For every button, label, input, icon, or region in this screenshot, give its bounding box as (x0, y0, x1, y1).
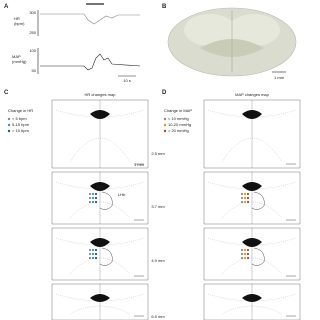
ventricle (90, 182, 110, 191)
ventricle (242, 110, 262, 119)
legend-entry: > 20 mmHg (168, 128, 189, 133)
stim-site (94, 192, 98, 196)
legend-entry: > 15 bpm (12, 128, 29, 133)
scale-label: 10 s (123, 78, 131, 83)
habenula (251, 191, 265, 210)
stim-site (91, 248, 95, 252)
habenula (251, 247, 265, 266)
scale-label: 1 mm (134, 162, 145, 167)
stim-site (246, 252, 250, 256)
stim-site (94, 200, 98, 204)
ventricle (90, 110, 110, 119)
stim-site (88, 200, 92, 204)
panel-title: HR changes map (85, 92, 117, 97)
legend-entry: 10-20 mmHg (168, 122, 191, 127)
annotation: 3V (92, 112, 97, 117)
legend-marker (7, 123, 11, 127)
brain-section-photo (167, 7, 297, 77)
panel-title: MAP changes map (235, 92, 269, 97)
legend-marker (163, 129, 167, 133)
stim-site (240, 200, 244, 204)
panel-label: B (162, 4, 167, 10)
depth-label: 6.5 mm (151, 314, 165, 319)
stim-site (243, 252, 247, 256)
stim-site (88, 196, 92, 200)
stim-site (94, 196, 98, 200)
ventricle (242, 182, 262, 191)
ventricle (242, 294, 262, 302)
legend-title: Change in HR (8, 108, 33, 113)
stim-site (91, 192, 95, 196)
stim-site (88, 252, 92, 256)
tick-label: 300 (29, 10, 36, 15)
stim-site (243, 200, 247, 204)
axis-label: MAP (mmHg) (12, 54, 27, 64)
stim-site (88, 248, 92, 252)
stim-site (240, 248, 244, 252)
tick-label: 50 (32, 68, 37, 73)
legend-marker (7, 129, 11, 133)
stim-site (243, 256, 247, 260)
stim-site (91, 196, 95, 200)
stim-site (91, 256, 95, 260)
ventricle (90, 294, 110, 302)
panel-label: D (162, 90, 167, 96)
legend-title: Change in MAP (164, 108, 192, 113)
ventricle (242, 238, 262, 247)
stim-site (246, 256, 250, 260)
stim-site (91, 252, 95, 256)
habenula (99, 247, 113, 266)
legend-marker (163, 123, 167, 127)
tick-label: 250 (29, 30, 36, 35)
stim-site (246, 248, 250, 252)
legend-entry: < 10 mmHg (168, 116, 189, 121)
stim-site (94, 252, 98, 256)
stim-site (94, 248, 98, 252)
ventricle (90, 238, 110, 247)
stim-site (240, 196, 244, 200)
annotation: MHb (96, 184, 105, 189)
annotation: LHb (118, 192, 126, 197)
axis-label: HR (bpm) (14, 16, 25, 26)
habenula (99, 191, 113, 210)
panel-label: A (4, 4, 9, 10)
depth-label: 4.9 mm (151, 258, 165, 263)
depth-label: 2.5 mm (151, 151, 165, 156)
stim-site (240, 256, 244, 260)
panel-label: C (4, 90, 9, 96)
stim-site (88, 192, 92, 196)
section-maps (51, 99, 301, 320)
stim-site (246, 196, 250, 200)
stim-site (88, 256, 92, 260)
scale-label: 1 mm (274, 75, 285, 80)
tick-label: 100 (29, 48, 36, 53)
stim-site (243, 248, 247, 252)
stim-site (240, 252, 244, 256)
legend-entry: < 5 bpm (12, 116, 27, 121)
legend-entry: 5-15 bpm (12, 122, 30, 127)
traces (37, 3, 141, 77)
legend-marker (163, 117, 167, 121)
legend-marker (7, 117, 11, 121)
stim-site (91, 200, 95, 204)
depth-label: 3.7 mm (151, 204, 165, 209)
stim-site (246, 192, 250, 196)
stim-site (243, 196, 247, 200)
stim-site (243, 192, 247, 196)
stim-site (94, 256, 98, 260)
stim-site (246, 200, 250, 204)
stim-site (240, 192, 244, 196)
